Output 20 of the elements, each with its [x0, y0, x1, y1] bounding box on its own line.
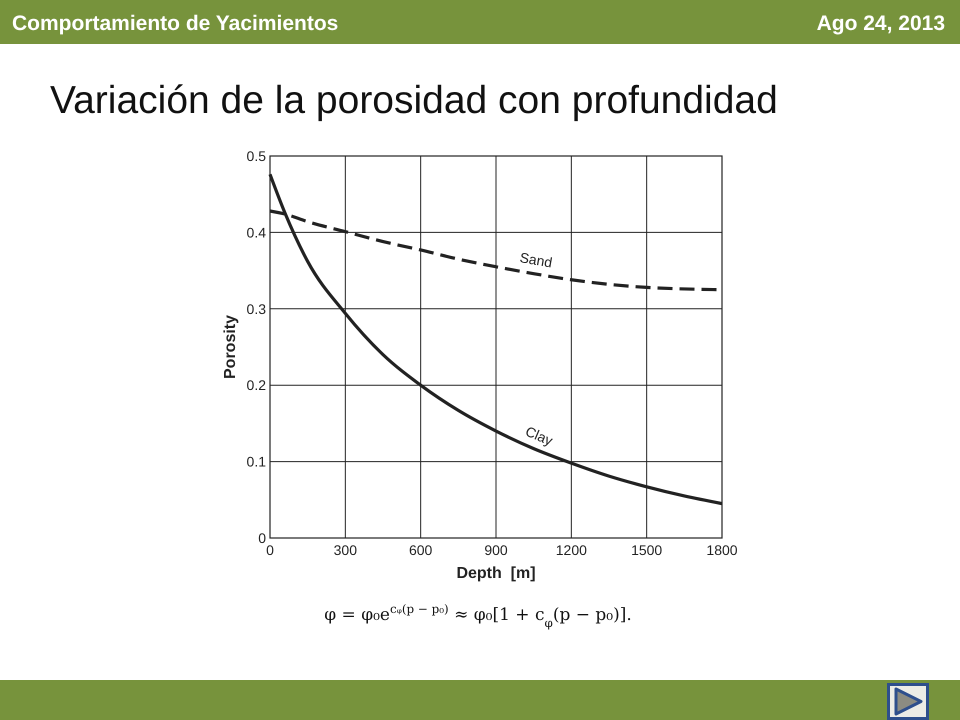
x-tick-label: 1800	[706, 542, 738, 558]
text: Sand	[518, 249, 554, 271]
x-axis-title: Depth [m]	[456, 565, 536, 582]
y-tick-label: 0.2	[246, 377, 266, 394]
y-axis-title: Porosity	[222, 314, 239, 380]
text: Clay	[523, 422, 556, 449]
text: Comportamiento de Yacimientos	[12, 12, 338, 35]
y-tick-label: 0.5	[246, 148, 266, 164]
x-tick-label: 1500	[631, 542, 662, 558]
y-tick-label: 0.3	[246, 300, 266, 317]
x-tick-label: 900	[484, 542, 508, 558]
x-tick-label: 300	[334, 542, 358, 558]
x-tick-label: 1200	[556, 542, 588, 558]
x-tick-label: 600	[408, 542, 433, 558]
text: φ = φ₀e$^{cᵩ(p − p₀)}$ ≈ φ₀[1 + c$_{φ}$(p − p₀)].	[324, 602, 632, 630]
text: Ago 24, 2013	[816, 12, 945, 35]
chart-title: Variación de la porosidad con profundidad	[50, 79, 778, 122]
y-tick-label: 0	[258, 530, 266, 546]
y-tick-label: 0.4	[246, 224, 266, 240]
y-tick-label: 0.1	[246, 454, 266, 470]
